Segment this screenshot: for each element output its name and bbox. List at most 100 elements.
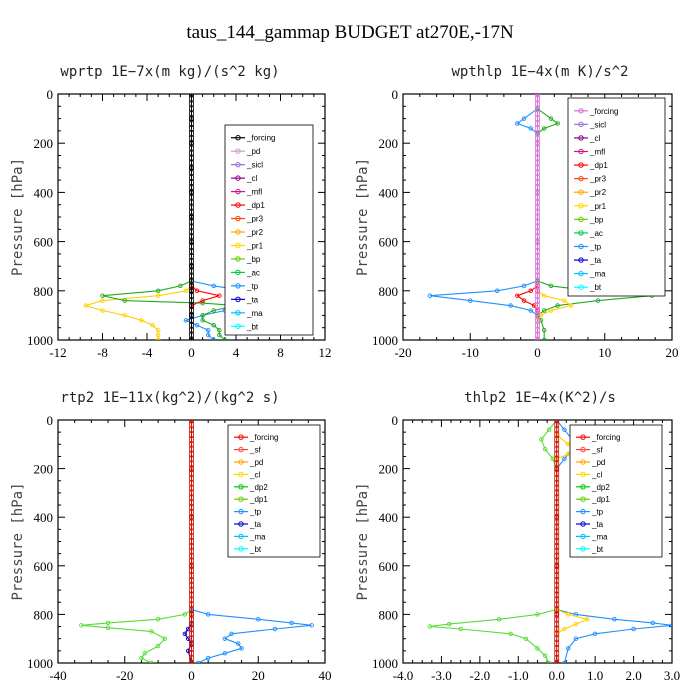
zero-marker bbox=[554, 597, 560, 603]
legend-marker bbox=[580, 459, 586, 465]
zero-marker bbox=[535, 214, 540, 220]
figure-title: taus_144_gammap BUDGET at270E,-17N bbox=[186, 22, 514, 43]
zero-marker bbox=[535, 140, 540, 146]
zero-marker bbox=[189, 160, 194, 166]
legend-box bbox=[567, 97, 666, 297]
zero-marker bbox=[554, 621, 560, 627]
series-point bbox=[427, 624, 433, 629]
zero-marker bbox=[535, 288, 540, 294]
zero-marker bbox=[189, 641, 194, 646]
zero-marker bbox=[535, 189, 540, 195]
y-tick-label: 400 bbox=[34, 510, 54, 525]
series-point bbox=[565, 646, 571, 651]
zero-marker bbox=[535, 160, 540, 166]
zero-marker bbox=[554, 631, 560, 637]
zero-marker bbox=[189, 180, 194, 185]
legend-marker bbox=[578, 162, 584, 168]
series-point bbox=[211, 308, 216, 313]
series-point bbox=[182, 631, 188, 637]
x-tick-label: 4 bbox=[233, 345, 240, 360]
zero-marker bbox=[535, 94, 540, 97]
legend-label: _bt bbox=[591, 545, 604, 554]
series-point bbox=[200, 318, 205, 323]
x-tick-label: 3.0 bbox=[664, 668, 680, 683]
zero-marker bbox=[535, 229, 540, 235]
legend-label: _pd bbox=[249, 458, 263, 467]
zero-marker bbox=[535, 303, 540, 308]
zero-marker bbox=[189, 490, 194, 496]
zero-marker bbox=[189, 194, 194, 200]
y-tick-label: 800 bbox=[34, 607, 54, 622]
zero-marker bbox=[554, 420, 560, 423]
legend-label: _sicl bbox=[589, 120, 606, 129]
zero-marker bbox=[189, 219, 194, 225]
legend-label: _ta bbox=[249, 520, 262, 529]
x-tick-label: 12 bbox=[319, 345, 332, 360]
zero-marker bbox=[189, 655, 194, 661]
series-point bbox=[555, 303, 560, 308]
series-point bbox=[528, 126, 534, 131]
x-tick-label: -40 bbox=[49, 668, 66, 683]
zero-marker bbox=[189, 577, 194, 583]
series-point bbox=[496, 617, 502, 622]
series-point bbox=[217, 293, 222, 298]
zero-marker bbox=[554, 437, 560, 442]
series-point bbox=[150, 322, 155, 328]
y-tick-label: 400 bbox=[34, 185, 54, 200]
y-tick-label: 200 bbox=[34, 462, 54, 477]
y-axis-label: Pressure [hPa] bbox=[355, 158, 371, 276]
series-point bbox=[139, 318, 144, 323]
series-point bbox=[541, 327, 547, 333]
legend-label: _dp1 bbox=[589, 161, 608, 170]
zero-marker bbox=[554, 432, 560, 437]
zero-marker bbox=[554, 534, 560, 540]
zero-marker bbox=[554, 456, 560, 462]
zero-marker bbox=[535, 298, 540, 304]
zero-marker bbox=[535, 170, 540, 176]
legend-label: _tp bbox=[249, 508, 262, 517]
legend-label: _pr2 bbox=[246, 228, 264, 237]
zero-marker bbox=[189, 96, 194, 102]
series-point bbox=[427, 293, 433, 298]
zero-marker bbox=[554, 519, 560, 525]
legend-label: _cl bbox=[589, 134, 600, 143]
y-tick-label: 400 bbox=[379, 185, 399, 200]
series-point bbox=[515, 121, 520, 126]
legend-label: _pr1 bbox=[589, 202, 607, 211]
zero-marker bbox=[535, 239, 540, 245]
legend-label: _dp1 bbox=[591, 495, 610, 504]
x-tick-label: 2.0 bbox=[625, 668, 641, 683]
zero-marker bbox=[189, 268, 194, 274]
y-tick-label: 800 bbox=[34, 284, 54, 299]
legend-label: _sicl bbox=[246, 161, 263, 170]
zero-marker bbox=[189, 558, 194, 564]
zero-marker bbox=[554, 607, 560, 612]
zero-marker bbox=[189, 258, 194, 264]
x-tick-label: -4 bbox=[142, 345, 153, 360]
series-line-3 bbox=[536, 290, 573, 340]
series-point bbox=[562, 660, 567, 663]
series-point bbox=[535, 646, 540, 651]
zero-marker bbox=[535, 278, 540, 284]
series-line-3 bbox=[184, 623, 193, 663]
zero-marker bbox=[189, 214, 194, 220]
zero-marker bbox=[554, 646, 560, 651]
zero-marker bbox=[554, 451, 560, 457]
zero-marker bbox=[554, 655, 560, 661]
series-point bbox=[79, 623, 84, 628]
legend-label: _cl bbox=[591, 470, 602, 479]
y-tick-label: 400 bbox=[379, 510, 399, 525]
zero-marker bbox=[554, 660, 560, 663]
series-point bbox=[100, 308, 105, 313]
series-point bbox=[521, 283, 527, 289]
zero-marker bbox=[189, 573, 194, 578]
series-point bbox=[515, 293, 520, 298]
series-point bbox=[205, 655, 211, 661]
series-point bbox=[194, 288, 200, 294]
x-tick-label: -20 bbox=[394, 345, 411, 360]
legend-marker bbox=[235, 202, 241, 208]
series-point bbox=[650, 620, 656, 626]
zero-marker bbox=[189, 607, 194, 612]
zero-marker bbox=[189, 308, 194, 313]
legend-label: _tp bbox=[591, 508, 604, 517]
